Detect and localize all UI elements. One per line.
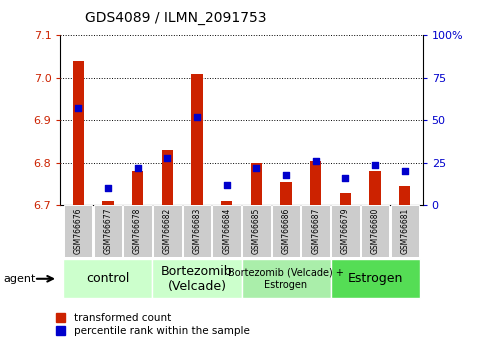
FancyBboxPatch shape xyxy=(213,205,241,257)
FancyBboxPatch shape xyxy=(331,205,360,257)
Bar xyxy=(162,150,173,205)
Bar xyxy=(369,171,381,205)
Point xyxy=(253,165,260,171)
Text: Bortezomib
(Velcade): Bortezomib (Velcade) xyxy=(161,265,233,293)
FancyBboxPatch shape xyxy=(361,205,389,257)
FancyBboxPatch shape xyxy=(63,259,153,298)
Text: Estrogen: Estrogen xyxy=(347,272,403,285)
Text: agent: agent xyxy=(4,274,36,284)
Point xyxy=(401,169,409,174)
Text: GSM766685: GSM766685 xyxy=(252,208,261,254)
Point xyxy=(134,165,142,171)
Legend: transformed count, percentile rank within the sample: transformed count, percentile rank withi… xyxy=(56,313,250,336)
Point xyxy=(312,158,320,164)
Text: GSM766679: GSM766679 xyxy=(341,208,350,254)
Bar xyxy=(399,186,411,205)
Bar xyxy=(72,61,84,205)
Bar xyxy=(191,74,202,205)
Bar xyxy=(251,163,262,205)
Bar xyxy=(310,161,321,205)
FancyBboxPatch shape xyxy=(391,205,419,257)
Text: GSM766686: GSM766686 xyxy=(282,208,291,254)
Text: GSM766684: GSM766684 xyxy=(222,208,231,254)
FancyBboxPatch shape xyxy=(153,205,182,257)
Text: GSM766678: GSM766678 xyxy=(133,208,142,254)
FancyBboxPatch shape xyxy=(242,259,330,298)
Bar xyxy=(340,193,351,205)
FancyBboxPatch shape xyxy=(301,205,330,257)
Text: GSM766682: GSM766682 xyxy=(163,208,172,254)
FancyBboxPatch shape xyxy=(183,205,211,257)
Text: GSM766677: GSM766677 xyxy=(103,208,113,254)
Text: GSM766676: GSM766676 xyxy=(74,208,83,254)
Text: Bortezomib (Velcade) +
Estrogen: Bortezomib (Velcade) + Estrogen xyxy=(228,268,344,290)
Point xyxy=(223,182,230,188)
Point xyxy=(74,105,82,111)
Point xyxy=(193,114,201,120)
Bar xyxy=(132,171,143,205)
Text: control: control xyxy=(86,272,129,285)
Text: GDS4089 / ILMN_2091753: GDS4089 / ILMN_2091753 xyxy=(85,11,266,25)
Text: GSM766683: GSM766683 xyxy=(192,208,201,254)
FancyBboxPatch shape xyxy=(330,259,420,298)
Point xyxy=(163,155,171,161)
Point xyxy=(341,175,349,181)
Text: GSM766687: GSM766687 xyxy=(311,208,320,254)
FancyBboxPatch shape xyxy=(64,205,92,257)
FancyBboxPatch shape xyxy=(153,259,242,298)
Point xyxy=(282,172,290,178)
Text: GSM766680: GSM766680 xyxy=(370,208,380,254)
FancyBboxPatch shape xyxy=(272,205,300,257)
Bar xyxy=(281,182,292,205)
Point xyxy=(104,185,112,191)
FancyBboxPatch shape xyxy=(242,205,270,257)
FancyBboxPatch shape xyxy=(123,205,152,257)
Text: GSM766681: GSM766681 xyxy=(400,208,409,254)
FancyBboxPatch shape xyxy=(94,205,122,257)
Bar xyxy=(102,201,114,205)
Bar xyxy=(221,201,232,205)
Point xyxy=(371,162,379,167)
